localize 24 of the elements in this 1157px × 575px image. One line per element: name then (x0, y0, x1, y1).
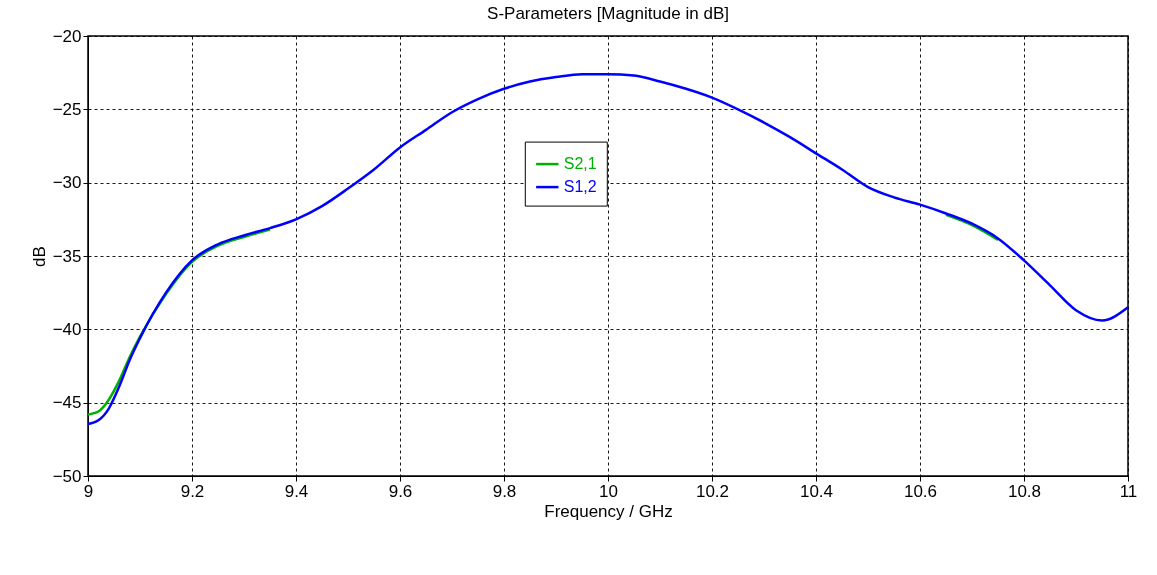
y-tick-label: −50 (52, 466, 82, 486)
x-tick-label: 10.6 (903, 481, 938, 501)
x-tick-label: 9.4 (284, 481, 309, 501)
legend-label: S1,2 (563, 178, 597, 196)
x-tick-label: 10.2 (695, 481, 730, 501)
y-tick-label: −40 (52, 319, 82, 339)
x-axis-title: Frequency / GHz (544, 501, 673, 521)
x-tick-label: 9 (83, 481, 94, 501)
y-tick-label: −35 (52, 246, 82, 266)
x-tick-label: 11 (1119, 481, 1138, 501)
y-tick-label: −45 (52, 393, 82, 413)
x-tick-label: 10 (599, 481, 618, 501)
y-axis-title: dB (29, 246, 49, 267)
y-tick-label: −25 (52, 99, 82, 119)
chart-title: S-Parameters [Magnitude in dB] (487, 4, 729, 23)
x-tick-label: 10.4 (799, 481, 834, 501)
x-tick-label: 9.8 (492, 481, 517, 501)
x-tick-label: 9.6 (388, 481, 413, 501)
line-series (86, 72, 1130, 426)
legend-label: S2,1 (563, 155, 597, 173)
y-tick-label: −20 (52, 26, 82, 46)
x-tick-label: 9.2 (180, 481, 205, 501)
x-tick-label: 10.8 (1007, 481, 1042, 501)
y-tick-label: −30 (52, 173, 82, 193)
